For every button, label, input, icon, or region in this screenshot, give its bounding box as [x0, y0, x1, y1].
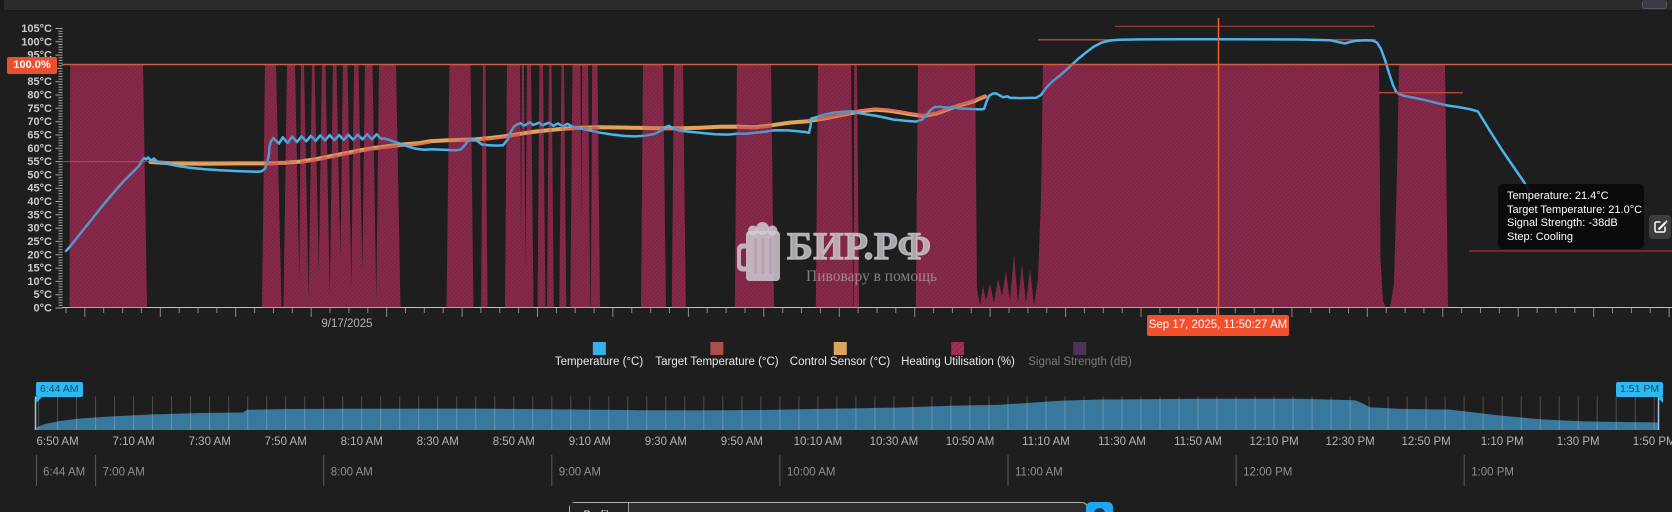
svg-text:55°C: 55°C [27, 156, 52, 168]
svg-text:7:50 AM: 7:50 AM [265, 436, 307, 448]
svg-text:11:50 AM: 11:50 AM [1174, 436, 1222, 448]
svg-text:35°C: 35°C [27, 209, 52, 221]
svg-text:12:00 PM: 12:00 PM [1243, 467, 1292, 479]
svg-text:8:30 AM: 8:30 AM [417, 436, 459, 448]
svg-text:1:10 PM: 1:10 PM [1481, 436, 1524, 448]
svg-text:7:10 AM: 7:10 AM [112, 436, 154, 448]
svg-text:70°C: 70°C [27, 116, 52, 128]
svg-text:10:50 AM: 10:50 AM [946, 436, 995, 448]
svg-text:65°C: 65°C [27, 130, 52, 142]
svg-text:60°C: 60°C [27, 143, 52, 155]
svg-text:9:30 AM: 9:30 AM [645, 436, 687, 448]
svg-text:100°C: 100°C [21, 36, 52, 48]
svg-text:85°C: 85°C [27, 76, 52, 88]
svg-text:7:00 AM: 7:00 AM [103, 467, 145, 479]
svg-text:10:00 AM: 10:00 AM [787, 467, 836, 479]
svg-text:10:30 AM: 10:30 AM [870, 436, 919, 448]
svg-text:15°C: 15°C [27, 263, 52, 275]
svg-text:12:30 PM: 12:30 PM [1325, 436, 1374, 448]
svg-text:10:10 AM: 10:10 AM [794, 436, 843, 448]
svg-text:1:00 PM: 1:00 PM [1471, 467, 1514, 479]
svg-text:9:10 AM: 9:10 AM [569, 436, 611, 448]
svg-text:75°C: 75°C [27, 103, 52, 115]
svg-text:6:44 AM: 6:44 AM [43, 467, 85, 479]
svg-text:11:10 AM: 11:10 AM [1022, 436, 1070, 448]
svg-text:1:30 PM: 1:30 PM [1557, 436, 1600, 448]
svg-text:1:50 PM: 1:50 PM [1633, 436, 1672, 448]
svg-text:20°C: 20°C [27, 249, 52, 261]
svg-text:25°C: 25°C [27, 236, 52, 248]
svg-text:5°C: 5°C [34, 289, 53, 301]
svg-text:50°C: 50°C [27, 169, 52, 181]
svg-text:11:00 AM: 11:00 AM [1015, 467, 1063, 479]
svg-text:45°C: 45°C [27, 183, 52, 195]
svg-text:0°C: 0°C [34, 303, 53, 315]
svg-text:8:50 AM: 8:50 AM [493, 436, 535, 448]
svg-text:6:50 AM: 6:50 AM [36, 436, 78, 448]
svg-text:105°C: 105°C [21, 23, 52, 35]
svg-text:9/17/2025: 9/17/2025 [321, 318, 372, 330]
svg-text:9:50 AM: 9:50 AM [721, 436, 763, 448]
svg-text:12:50 PM: 12:50 PM [1401, 436, 1450, 448]
svg-text:9:00 AM: 9:00 AM [559, 467, 601, 479]
svg-text:8:00 AM: 8:00 AM [331, 467, 373, 479]
svg-text:12:10 PM: 12:10 PM [1249, 436, 1298, 448]
svg-text:80°C: 80°C [27, 90, 52, 102]
svg-text:40°C: 40°C [27, 196, 52, 208]
svg-text:7:30 AM: 7:30 AM [189, 436, 231, 448]
svg-text:30°C: 30°C [27, 223, 52, 235]
svg-text:11:30 AM: 11:30 AM [1098, 436, 1146, 448]
svg-text:10°C: 10°C [27, 276, 52, 288]
svg-text:8:10 AM: 8:10 AM [341, 436, 383, 448]
